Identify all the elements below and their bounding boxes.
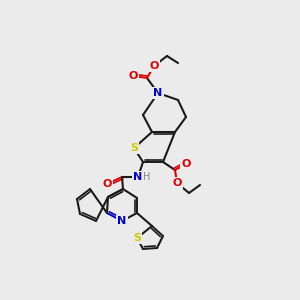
Text: N: N xyxy=(117,216,127,226)
Text: N: N xyxy=(153,88,163,98)
Text: N: N xyxy=(134,172,142,182)
Text: O: O xyxy=(181,159,191,169)
Text: H: H xyxy=(143,172,151,182)
Text: O: O xyxy=(172,178,182,188)
Text: O: O xyxy=(102,179,112,189)
Text: O: O xyxy=(149,61,159,71)
Text: S: S xyxy=(130,143,138,153)
Text: S: S xyxy=(133,233,141,243)
Text: O: O xyxy=(128,71,138,81)
